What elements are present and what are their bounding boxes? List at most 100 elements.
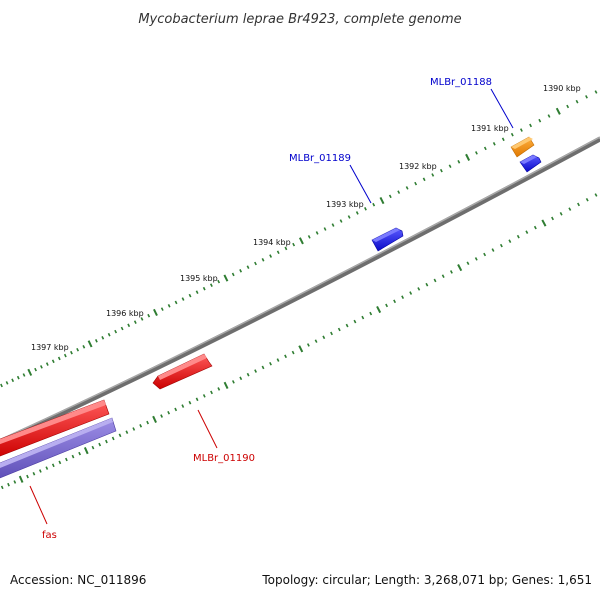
outer-minor-tick (566, 104, 570, 109)
inner-minor-tick (217, 387, 221, 391)
gene-fas-red-feature[interactable] (0, 399, 110, 458)
outer-minor-tick (51, 359, 55, 364)
inner-minor-tick (58, 460, 62, 465)
inner-minor-tick (491, 248, 495, 252)
inner-minor-tick (118, 433, 122, 438)
outer-major-tick (465, 153, 471, 161)
tick-label-1394: 1394 kbp (253, 238, 291, 247)
inner-minor-tick (38, 469, 42, 473)
outer-minor-tick (127, 323, 131, 328)
inner-minor-tick (125, 430, 129, 434)
inner-minor-tick (146, 420, 150, 425)
outer-minor-tick (107, 332, 111, 337)
gene-MLBr_01189-feature[interactable] (371, 227, 404, 252)
gene-MLBr_01190-feature[interactable] (152, 353, 213, 390)
inner-minor-tick (246, 372, 250, 377)
gene-label-fas[interactable]: fas (42, 530, 57, 541)
outer-minor-tick (307, 235, 311, 239)
outer-minor-tick (167, 303, 171, 308)
tick-label-1392: 1392 kbp (399, 162, 437, 171)
ruler-labels: 1390 kbp 1391 kbp 1392 kbp 1393 kbp 1394… (31, 84, 581, 352)
tick-label-1395: 1395 kbp (180, 274, 218, 283)
tick-label-1397: 1397 kbp (31, 343, 69, 352)
outer-minor-tick (82, 345, 86, 349)
inner-minor-tick (568, 207, 572, 211)
inner-major-tick (376, 305, 382, 314)
inner-minor-tick (32, 471, 36, 476)
inner-minor-tick (337, 327, 341, 332)
inner-minor-tick (525, 230, 529, 234)
inner-minor-tick (51, 463, 55, 468)
inner-minor-tick (291, 350, 295, 355)
gene-label-MLBr_01188[interactable]: MLBr_01188 (430, 77, 492, 88)
tick-label-1396: 1396 kbp (106, 309, 144, 318)
inner-minor-tick (516, 234, 520, 239)
outer-major-tick (298, 237, 304, 245)
gene-MLBr_01188-feature[interactable] (510, 136, 535, 158)
inner-minor-tick (231, 380, 235, 384)
inner-minor-tick (7, 482, 10, 487)
inner-minor-tick (276, 358, 280, 362)
outer-minor-tick (181, 297, 185, 301)
outer-minor-tick (372, 202, 376, 207)
inner-minor-tick (26, 474, 29, 479)
outer-minor-tick (5, 381, 9, 385)
outer-minor-tick (11, 378, 15, 383)
outer-minor-tick (448, 164, 452, 169)
outer-minor-tick (414, 181, 418, 186)
outer-minor-tick (510, 132, 514, 137)
outer-minor-tick (364, 207, 367, 211)
gene-label-MLBr_01190[interactable]: MLBr_01190 (193, 453, 255, 464)
outer-minor-tick (22, 373, 26, 377)
inner-minor-tick (284, 354, 287, 359)
accession-text: Accession: NC_011896 (10, 573, 147, 587)
inner-minor-tick (314, 339, 318, 343)
outer-minor-tick (269, 254, 273, 258)
inner-major-tick (298, 345, 304, 353)
outer-minor-tick (261, 257, 265, 262)
outer-minor-tick (114, 329, 118, 334)
outer-minor-tick (120, 326, 124, 331)
ruler-inner-ticks (0, 193, 598, 490)
inner-minor-tick (466, 261, 470, 266)
inner-minor-tick (78, 451, 82, 456)
outer-minor-tick (483, 146, 487, 151)
inner-minor-tick (417, 287, 421, 291)
inner-minor-tick (508, 239, 512, 243)
outer-minor-tick (101, 336, 105, 340)
outer-minor-tick (40, 365, 43, 369)
outer-minor-tick (174, 300, 178, 305)
inner-minor-tick (551, 216, 554, 221)
inner-minor-tick (433, 278, 437, 283)
inner-minor-tick (441, 274, 445, 278)
inner-minor-tick (181, 404, 185, 408)
outer-minor-tick (16, 375, 20, 380)
inner-major-tick (223, 381, 229, 389)
outer-minor-tick (339, 219, 343, 223)
outer-minor-tick (202, 286, 206, 291)
outer-minor-tick (34, 367, 37, 372)
inner-minor-tick (105, 439, 108, 444)
inner-minor-tick (449, 270, 453, 274)
inner-minor-tick (202, 394, 206, 398)
gene-label-MLBr_01189[interactable]: MLBr_01189 (289, 153, 351, 164)
inner-minor-tick (71, 454, 75, 459)
outer-minor-tick (492, 142, 496, 146)
inner-minor-tick (425, 282, 429, 287)
inner-minor-tick (306, 343, 310, 347)
inner-minor-tick (261, 365, 265, 370)
leader-MLBr_01188 (490, 88, 514, 129)
outer-minor-tick (147, 313, 151, 318)
gene-blue-small-feature[interactable] (519, 154, 542, 173)
outer-minor-tick (246, 265, 250, 269)
inner-minor-tick (385, 303, 389, 308)
outer-minor-tick (347, 215, 351, 219)
inner-major-tick (541, 219, 547, 227)
inner-major-tick (152, 415, 157, 423)
inner-minor-tick (132, 427, 136, 431)
inner-minor-tick (160, 414, 163, 418)
gene-fas-purple-feature[interactable] (0, 417, 117, 480)
tick-label-1393: 1393 kbp (326, 200, 364, 209)
inner-minor-tick (330, 331, 333, 336)
outer-minor-tick (57, 356, 61, 361)
